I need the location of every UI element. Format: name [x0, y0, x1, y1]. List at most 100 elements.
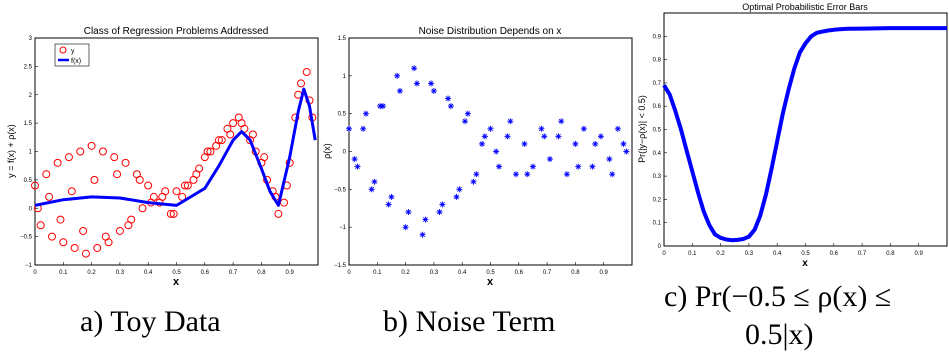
- panel-a-point: [217, 136, 226, 145]
- panel-b-axes: 0 0.1 0.2 0.3 0.4 0.5 0.6 0.7 0.8 0.9 −1.5 −1 −0.5 0 0…: [334, 36, 608, 276]
- panel-a-point: [192, 170, 201, 179]
- panel-a-point: [124, 221, 133, 230]
- panel-a-point: [101, 232, 110, 241]
- panel-c-ytick-label: 0.5: [653, 128, 662, 134]
- panel-b-point: [430, 87, 437, 94]
- panel-b-point: [487, 125, 494, 132]
- panel-a-data: [31, 68, 317, 258]
- panel-b-data: [346, 65, 630, 238]
- caption-c-line2: 0.5|x): [745, 318, 814, 351]
- panel-a-point: [79, 226, 88, 235]
- panel-b-ytick-label: −1.5: [334, 263, 347, 269]
- panel-b-point: [563, 171, 570, 178]
- panel-a-series-line: [34, 87, 317, 207]
- panel-c-xtick-label: 0.1: [688, 251, 697, 257]
- legend-y-marker: [59, 46, 67, 54]
- panel-b-point: [396, 87, 403, 94]
- panel-a-frame: [34, 37, 319, 266]
- panel-b-point: [422, 216, 429, 223]
- panel-a-xtick-label: 0.8: [257, 270, 266, 276]
- panel-a-ytick-label: 0.5: [24, 178, 33, 184]
- panel-c-xtick-label: 0: [662, 251, 666, 257]
- panel-b-point: [445, 95, 452, 102]
- panel-a-point: [110, 153, 119, 162]
- panel-b-point: [524, 171, 531, 178]
- panel-a-point: [121, 158, 130, 167]
- panel-a-ytick-label: −1: [25, 263, 33, 269]
- panel-a-point: [45, 192, 54, 201]
- panel-b-point: [413, 80, 420, 87]
- panel-b-point: [481, 133, 488, 140]
- panel-a-point: [260, 153, 269, 162]
- panel-c-ytick-label: 0.9: [653, 34, 662, 40]
- panel-c-xtick-label: 0.7: [858, 251, 867, 257]
- panel-b-point: [479, 140, 486, 147]
- panel-c-ytick-label: 0.4: [653, 151, 662, 157]
- panel-b-point: [504, 133, 511, 140]
- panel-b-point: [589, 163, 596, 170]
- panel-b-point: [609, 171, 616, 178]
- panel-c-xtick-label: 0.3: [745, 251, 754, 257]
- panel-a-point: [297, 79, 306, 88]
- panel-b-xtick-label: 0.5: [486, 270, 495, 276]
- panel-b-point: [470, 178, 477, 185]
- panel-a-xtick-label: 0: [33, 270, 37, 276]
- panel-b-point: [351, 156, 358, 163]
- panel-c-axes: 0 0.1 0.2 0.3 0.4 0.5 0.6 0.7 0.8 0.9 0 0.1 0.2 0.3 0.…: [653, 34, 924, 257]
- panel-b-point: [354, 163, 361, 170]
- panel-a-point: [138, 204, 147, 213]
- panel-b-point: [346, 125, 352, 132]
- panel-b-point: [405, 209, 412, 216]
- panel-a-point: [169, 209, 178, 218]
- panel-b-xlabel: x: [487, 276, 494, 288]
- panel-c-xtick-label: 0.5: [801, 251, 810, 257]
- panel-a-point: [206, 147, 215, 156]
- panel-a-point: [237, 119, 246, 128]
- panel-b-title: Noise Distribution Depends on x: [419, 26, 562, 37]
- panel-a-point: [172, 187, 181, 196]
- panel-b-xtick-label: 0.8: [571, 270, 580, 276]
- panel-a-xtick-label: 0.7: [229, 270, 238, 276]
- panel-a-point: [53, 158, 62, 167]
- panel-a-point: [70, 243, 79, 252]
- panel-b-point: [541, 133, 548, 140]
- panel-b-point: [620, 140, 627, 147]
- panel-a-xtick-label: 0.5: [172, 270, 181, 276]
- panel-a-point: [42, 170, 51, 179]
- panel-b-ytick-label: 1: [343, 74, 347, 80]
- panel-a-point: [56, 215, 65, 224]
- panel-b-xtick-label: 0.3: [430, 270, 439, 276]
- caption-b: b) Noise Term: [383, 305, 556, 338]
- panel-a-xtick-label: 0.9: [286, 270, 295, 276]
- caption-c-line1: c) Pr(−0.5 ≤ ρ(x) ≤: [664, 280, 892, 313]
- caption-a: a) Toy Data: [80, 305, 221, 338]
- panel-c-ytick-label: 0.2: [653, 197, 662, 203]
- panel-a-point: [87, 141, 96, 150]
- panel-a-ytick-label: 2: [29, 93, 33, 99]
- panel-b-point: [538, 125, 545, 132]
- panel-a-point: [166, 209, 175, 218]
- panel-c-xtick-label: 0.6: [830, 251, 839, 257]
- panel-b-ylabel: ρ(x): [322, 143, 332, 159]
- panel-a-ytick-label: 2.5: [24, 64, 33, 70]
- panel-b-ytick-label: −1: [339, 225, 347, 231]
- panel-c-ylabel: Pr(|y−ρ(x)| < 0.5): [637, 95, 647, 163]
- panel-a-point: [76, 147, 85, 156]
- panel-b-xtick-label: 0.7: [543, 270, 552, 276]
- panel-a-point: [47, 232, 56, 241]
- panel-b-ytick-label: 0: [343, 150, 347, 156]
- panel-b-point: [572, 140, 579, 147]
- panel-b-point: [606, 156, 613, 163]
- panel-a-xtick-label: 0.4: [144, 270, 153, 276]
- panel-a-xlabel: x: [173, 276, 180, 288]
- panel-b-point: [495, 163, 502, 170]
- panel-a-ytick-label: 1: [29, 150, 33, 156]
- panel-a-xtick-label: 0.1: [59, 270, 68, 276]
- panel-c-ytick-label: 0.6: [653, 104, 662, 110]
- panel-a-point: [302, 68, 311, 77]
- panel-a-ytick-label: −0.5: [20, 235, 33, 241]
- panel-b-chart: Noise Distribution Depends on x x ρ(x) 0…: [322, 26, 633, 288]
- legend-y-label: y: [71, 48, 75, 55]
- panel-b-point: [493, 148, 500, 155]
